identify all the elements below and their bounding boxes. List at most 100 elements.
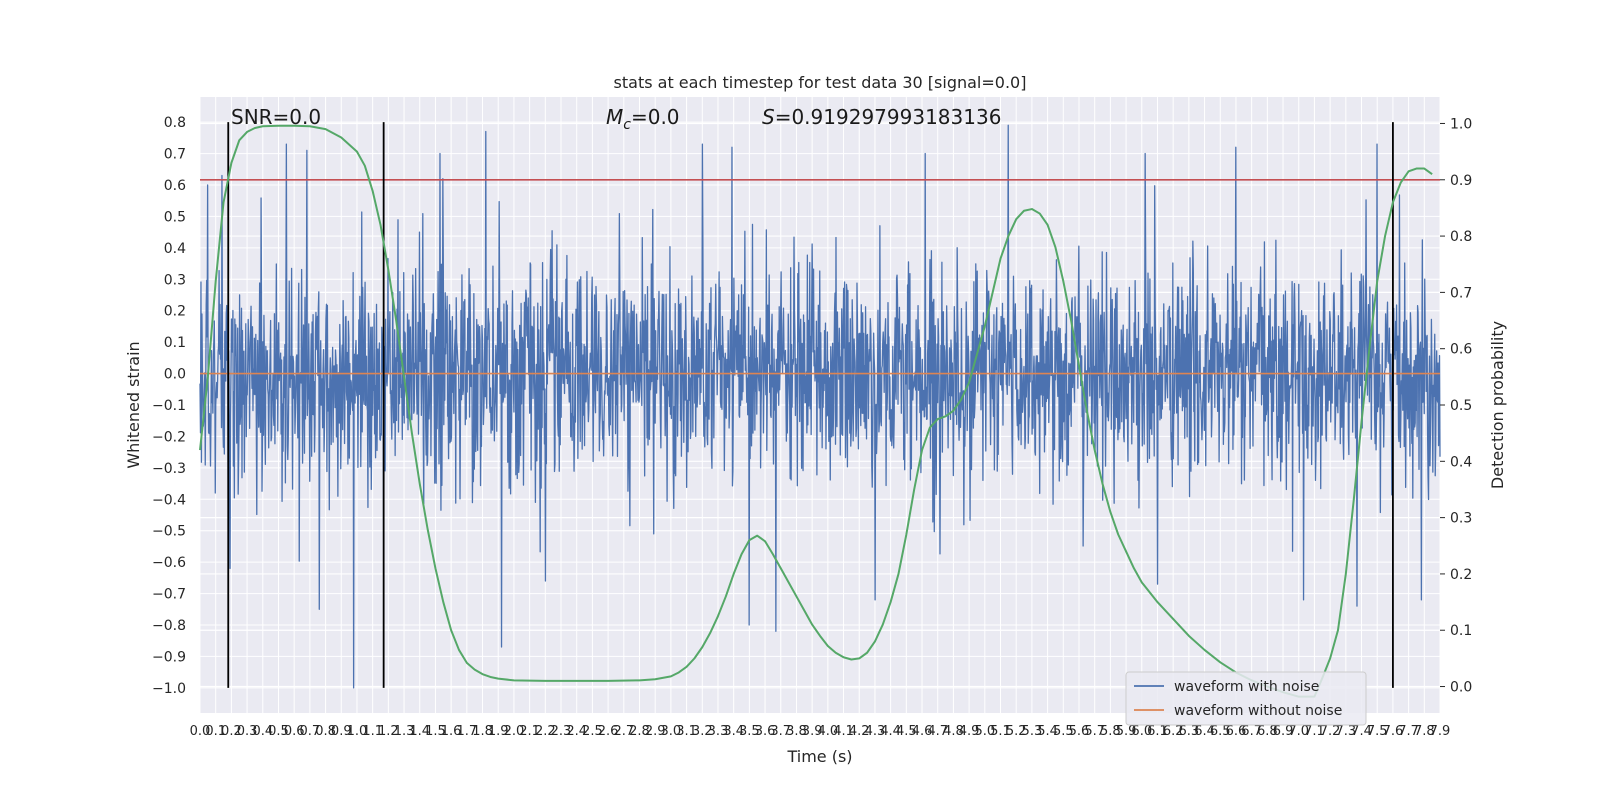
x-tick-label: 2.9 xyxy=(645,724,666,739)
right-y-tick-label: 0.9 xyxy=(1450,173,1472,189)
x-tick-label: 7.6 xyxy=(1383,724,1404,739)
x-tick-label: 5.5 xyxy=(1053,724,1074,739)
x-tick-label: 4.3 xyxy=(865,724,886,739)
x-tick-label: 3.2 xyxy=(692,724,713,739)
x-tick-label: 0.3 xyxy=(237,724,258,739)
right-y-tick-label: 0.1 xyxy=(1450,623,1472,639)
x-tick-label: 7.7 xyxy=(1398,724,1419,739)
left-y-tick-label: 0.1 xyxy=(164,335,186,351)
x-tick-label: 1.7 xyxy=(456,724,477,739)
x-tick-label: 4.5 xyxy=(896,724,917,739)
x-tick-label: 0.6 xyxy=(284,724,305,739)
s-symbol: S xyxy=(762,105,775,129)
left-y-axis-label: Whitened strain xyxy=(124,341,143,468)
x-tick-label: 7.2 xyxy=(1320,724,1341,739)
left-y-tick-label: −0.7 xyxy=(152,587,186,603)
x-tick-label: 1.8 xyxy=(472,724,493,739)
right-y-tick-label: 0.3 xyxy=(1450,511,1472,527)
right-y-tick-label: 0.0 xyxy=(1450,680,1472,696)
x-tick-label: 0.0 xyxy=(190,724,211,739)
x-axis: 0.00.10.20.30.40.50.60.70.80.91.01.11.21… xyxy=(190,724,1451,739)
x-tick-label: 2.7 xyxy=(613,724,634,739)
left-y-tick-label: 0.5 xyxy=(164,209,186,225)
x-tick-label: 6.8 xyxy=(1257,724,1278,739)
x-tick-label: 1.1 xyxy=(362,724,383,739)
x-tick-label: 2.3 xyxy=(551,724,572,739)
x-tick-label: 5.2 xyxy=(1006,724,1027,739)
x-tick-label: 1.4 xyxy=(409,724,430,739)
x-tick-label: 6.0 xyxy=(1131,724,1152,739)
x-tick-label: 7.0 xyxy=(1288,724,1309,739)
x-tick-label: 4.2 xyxy=(849,724,870,739)
x-tick-label: 3.5 xyxy=(739,724,760,739)
left-y-axis: 0.8 0.7 0.6 0.5 0.4 0.3 0.2 0.1 0.0 −0.1 −0.2 −0.3 −… xyxy=(152,115,186,697)
mc-symbol: M xyxy=(606,105,623,129)
x-tick-label: 5.3 xyxy=(1022,724,1043,739)
left-y-tick-label: 0.4 xyxy=(164,241,186,257)
x-tick-label: 2.0 xyxy=(504,724,525,739)
x-tick-label: 3.9 xyxy=(802,724,823,739)
x-tick-label: 4.9 xyxy=(959,724,980,739)
left-y-tick-label: 0.3 xyxy=(164,272,186,288)
x-tick-label: 3.7 xyxy=(770,724,791,739)
x-tick-label: 2.8 xyxy=(629,724,650,739)
x-tick-label: 3.6 xyxy=(755,724,776,739)
left-y-tick-label: 0.8 xyxy=(164,115,186,131)
x-tick-label: 6.7 xyxy=(1241,724,1262,739)
x-tick-label: 0.7 xyxy=(300,724,321,739)
x-tick-label: 7.4 xyxy=(1351,724,1372,739)
x-tick-label: 2.1 xyxy=(519,724,540,739)
x-tick-label: 3.3 xyxy=(708,724,729,739)
x-tick-label: 7.8 xyxy=(1414,724,1435,739)
x-tick-label: 5.9 xyxy=(1116,724,1137,739)
left-y-tick-label: 0.0 xyxy=(164,367,186,383)
x-tick-label: 1.5 xyxy=(425,724,446,739)
x-tick-label: 7.5 xyxy=(1367,724,1388,739)
s-value: =0.919297993183136 xyxy=(775,105,1002,129)
x-axis-label: Time (s) xyxy=(786,747,852,766)
left-y-tick-label: −0.6 xyxy=(152,555,186,571)
right-y-tick-label: 0.5 xyxy=(1450,398,1472,414)
left-y-tick-label: −0.1 xyxy=(152,398,186,414)
x-tick-label: 3.4 xyxy=(723,724,744,739)
x-tick-label: 4.1 xyxy=(833,724,854,739)
x-tick-label: 4.4 xyxy=(880,724,901,739)
chirp-mass-annotation: Mc=0.0 xyxy=(606,105,680,133)
x-tick-label: 5.4 xyxy=(1037,724,1058,739)
x-tick-label: 6.6 xyxy=(1226,724,1247,739)
left-y-tick-label: −0.9 xyxy=(152,649,186,665)
x-tick-label: 5.6 xyxy=(1069,724,1090,739)
x-tick-label: 3.8 xyxy=(786,724,807,739)
right-y-tick-label: 0.2 xyxy=(1450,567,1472,583)
x-tick-label: 7.3 xyxy=(1335,724,1356,739)
right-y-tick-label: 0.7 xyxy=(1450,285,1472,301)
snr-annotation: SNR=0.0 xyxy=(231,105,321,129)
score-annotation: S=0.919297993183136 xyxy=(762,105,1001,129)
right-y-axis-label: Detection probability xyxy=(1488,321,1507,489)
legend: waveform with noise waveform without noi… xyxy=(1125,671,1367,726)
x-tick-label: 0.1 xyxy=(205,724,226,739)
x-tick-label: 4.0 xyxy=(818,724,839,739)
legend-label-waveform-with-noise: waveform with noise xyxy=(1174,679,1319,695)
x-tick-label: 6.1 xyxy=(1147,724,1168,739)
left-y-tick-label: −0.8 xyxy=(152,618,186,634)
x-tick-label: 4.7 xyxy=(927,724,948,739)
x-tick-label: 1.9 xyxy=(488,724,509,739)
left-y-tick-label: −1.0 xyxy=(152,681,186,697)
right-y-tick-label: 0.6 xyxy=(1450,342,1472,358)
chart-title: stats at each timestep for test data 30 … xyxy=(614,73,1027,92)
x-tick-label: 6.3 xyxy=(1179,724,1200,739)
left-y-tick-label: −0.4 xyxy=(152,492,186,508)
x-tick-label: 1.3 xyxy=(394,724,415,739)
left-y-tick-label: −0.2 xyxy=(152,429,186,445)
x-tick-label: 5.1 xyxy=(990,724,1011,739)
x-tick-label: 2.4 xyxy=(566,724,587,739)
x-tick-label: 7.1 xyxy=(1304,724,1325,739)
x-tick-label: 0.4 xyxy=(252,724,273,739)
x-tick-label: 4.6 xyxy=(912,724,933,739)
right-y-tick-label: 1.0 xyxy=(1450,116,1472,132)
x-tick-label: 1.0 xyxy=(347,724,368,739)
x-tick-label: 0.8 xyxy=(315,724,336,739)
right-y-tick-label: 0.4 xyxy=(1450,454,1472,470)
x-tick-label: 2.2 xyxy=(535,724,556,739)
